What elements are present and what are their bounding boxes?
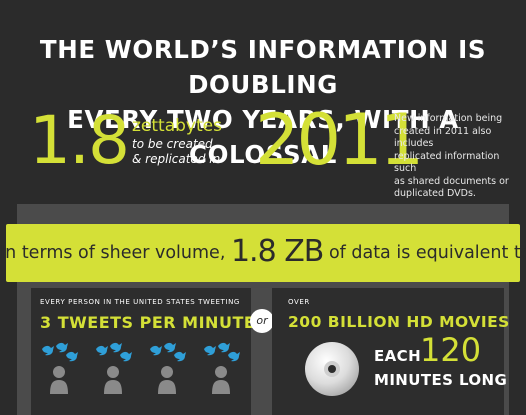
or-badge: or xyxy=(250,309,274,333)
stat-year: 2011 xyxy=(255,99,424,181)
person-icon xyxy=(96,343,132,394)
stat-unit: zettabytes xyxy=(132,116,222,136)
tweeting-people-group xyxy=(35,340,250,398)
minutes-value: 120 xyxy=(420,331,482,369)
banner-suffix: of data is equivalent to: xyxy=(328,243,526,263)
info-note-line-3: replicated information such xyxy=(394,150,500,175)
each-label: EACH xyxy=(374,347,422,365)
tweets-headline: 3 TWEETS PER MINUTE xyxy=(40,313,256,332)
volume-banner xyxy=(6,224,520,282)
info-note-line-2: created in 2011 also includes xyxy=(394,125,492,150)
dvd-disc-icon xyxy=(305,342,359,396)
stat-subtitle: to be created & replicated in xyxy=(132,137,252,167)
stat-amount: 1.8 xyxy=(29,102,130,179)
info-note-line-4: as shared documents or xyxy=(394,175,509,187)
person-icon xyxy=(150,343,186,394)
person-icon xyxy=(42,343,78,394)
headline-line-1: THE WORLD’S INFORMATION IS DOUBLING xyxy=(39,35,487,99)
person-icon xyxy=(204,343,240,394)
headline-line-2: EVERY TWO YEARS, WITH A COLOSSAL xyxy=(67,105,459,169)
info-note-line-1: New information being xyxy=(394,113,503,124)
banner-amount: 1.8 ZB xyxy=(230,234,324,269)
movies-headline: 200 BILLION HD MOVIES xyxy=(288,313,510,331)
movies-caption: OVER xyxy=(288,298,310,306)
stat-subtitle-line-1: to be created xyxy=(132,137,213,151)
banner-prefix: In terms of sheer volume, xyxy=(0,243,226,263)
tweets-caption: EVERY PERSON IN THE UNITED STATES TWEETI… xyxy=(40,298,240,306)
headline: THE WORLD’S INFORMATION IS DOUBLING EVER… xyxy=(0,32,526,172)
movies-card xyxy=(272,288,504,415)
volume-banner-text: In terms of sheer volume, 1.8 ZB of data… xyxy=(0,236,526,269)
info-note-line-5: duplicated DVDs. xyxy=(394,188,476,199)
info-note: New information being created in 2011 al… xyxy=(394,113,524,201)
stat-subtitle-line-2: & replicated in xyxy=(132,152,221,166)
minutes-label: MINUTES LONG xyxy=(374,371,508,389)
